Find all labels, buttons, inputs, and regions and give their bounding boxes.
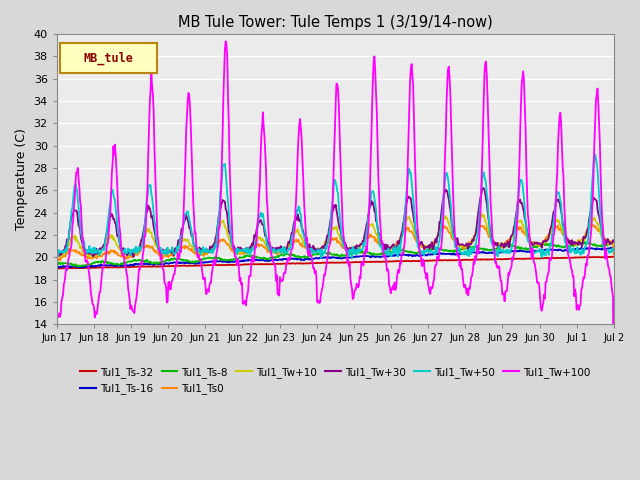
Tul1_Ts-32 [207,262,215,268]
Text: MB_tule: MB_tule [84,51,134,65]
Tul1_Ts-16 [609,245,617,251]
Tul1_Tw+30 [130,254,138,260]
Tul1_Tw+50 [206,250,214,255]
Tul1_Ts-32 [54,266,61,272]
Tul1_Ts0 [177,245,184,251]
Tul1_Ts-16 [404,252,412,258]
Tul1_Tw+100 [206,280,214,286]
Tul1_Ts-8 [63,260,71,266]
Tul1_Ts-32 [404,258,412,264]
Tul1_Tw+50 [610,247,618,253]
Tul1_Ts-8 [610,240,618,246]
Tul1_Ts0 [419,244,427,250]
Tul1_Tw+50 [177,233,184,239]
Line: Tul1_Tw+50: Tul1_Tw+50 [57,155,614,258]
Tul1_Tw+30 [207,249,215,254]
Tul1_Tw+100 [63,267,71,273]
Tul1_Ts-8 [207,255,215,261]
Tul1_Ts0 [63,251,71,256]
Line: Tul1_Tw+100: Tul1_Tw+100 [57,41,614,462]
Tul1_Ts-32 [64,265,72,271]
Tul1_Ts0 [403,225,411,230]
Tul1_Ts-32 [53,265,61,271]
Tul1_Ts0 [120,254,128,260]
Tul1_Ts-16 [121,263,129,268]
Tul1_Ts-32 [178,263,186,269]
Tul1_Tw+10 [53,254,61,260]
Tul1_Tw+50 [120,250,128,255]
Tul1_Ts-16 [610,245,618,251]
Tul1_Ts-8 [75,264,83,269]
Tul1_Tw+10 [177,240,184,246]
Tul1_Tw+100 [610,459,618,465]
Tul1_Tw+30 [53,250,61,256]
Tul1_Ts-8 [404,249,412,254]
Tul1_Tw+30 [404,195,412,201]
Tul1_Ts-32 [121,264,129,270]
Tul1_Tw+30 [420,246,428,252]
Tul1_Tw+10 [403,216,411,221]
Tul1_Ts-8 [178,257,186,263]
Tul1_Ts-8 [121,260,129,265]
Tul1_Tw+50 [63,248,71,253]
Tul1_Tw+30 [120,246,128,252]
Y-axis label: Temperature (C): Temperature (C) [15,128,28,230]
Legend: Tul1_Ts-32, Tul1_Ts-16, Tul1_Ts-8, Tul1_Ts0, Tul1_Tw+10, Tul1_Tw+30, Tul1_Tw+50,: Tul1_Ts-32, Tul1_Ts-16, Tul1_Ts-8, Tul1_… [76,363,595,398]
Tul1_Ts0 [588,222,596,228]
Tul1_Tw+100 [177,249,184,255]
Tul1_Tw+50 [348,255,356,261]
Tul1_Ts0 [206,249,214,254]
Title: MB Tule Tower: Tule Temps 1 (3/19/14-now): MB Tule Tower: Tule Temps 1 (3/19/14-now… [178,15,493,30]
Tul1_Tw+10 [419,244,427,250]
Line: Tul1_Ts-32: Tul1_Ts-32 [57,257,614,269]
FancyBboxPatch shape [60,43,157,73]
Tul1_Tw+50 [420,252,428,258]
Tul1_Ts-8 [580,239,588,245]
Tul1_Ts-8 [53,262,61,268]
Tul1_Tw+100 [53,309,61,314]
Tul1_Ts-16 [420,252,428,258]
Line: Tul1_Ts-8: Tul1_Ts-8 [57,242,614,266]
Tul1_Tw+30 [63,237,71,242]
Tul1_Tw+50 [404,175,412,180]
Tul1_Ts-16 [53,264,61,270]
Tul1_Tw+30 [610,239,618,244]
Tul1_Tw+100 [120,256,128,262]
Tul1_Ts-16 [178,260,186,265]
Line: Tul1_Ts-16: Tul1_Ts-16 [57,248,614,268]
Tul1_Tw+100 [404,159,412,165]
Tul1_Ts0 [53,258,61,264]
Tul1_Tw+30 [479,185,487,191]
Tul1_Tw+100 [420,259,428,265]
Tul1_Tw+50 [53,248,61,254]
Tul1_Ts-8 [420,249,428,254]
Tul1_Ts-16 [63,264,71,269]
Tul1_Tw+10 [610,241,618,247]
Tul1_Tw+10 [206,250,214,255]
Tul1_Tw+10 [63,245,71,251]
Tul1_Ts-32 [420,258,428,264]
Line: Tul1_Tw+30: Tul1_Tw+30 [57,188,614,257]
Tul1_Ts-32 [610,254,618,260]
Tul1_Tw+10 [478,211,486,217]
Line: Tul1_Ts0: Tul1_Ts0 [57,225,614,261]
Tul1_Tw+10 [120,252,128,258]
Tul1_Tw+50 [591,152,599,157]
Tul1_Tw+30 [178,226,186,232]
Line: Tul1_Tw+10: Tul1_Tw+10 [57,214,614,257]
Tul1_Tw+100 [222,38,230,44]
Tul1_Ts-16 [207,259,215,265]
Tul1_Ts-16 [76,265,84,271]
Tul1_Ts0 [610,252,618,257]
